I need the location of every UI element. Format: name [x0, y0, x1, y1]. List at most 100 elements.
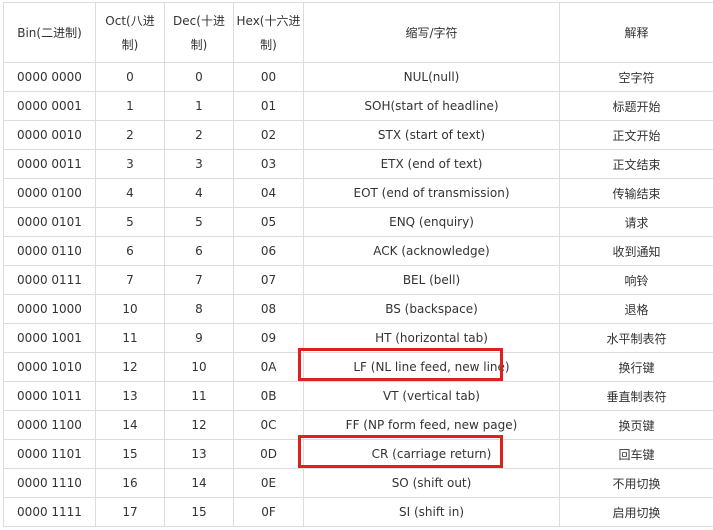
- cell-abbreviation: SI (shift in): [303, 497, 560, 527]
- cell-explanation: 启用切换: [559, 497, 713, 527]
- table-row: 0000 0101 5 5 05 ENQ (enquiry) 请求: [3, 207, 713, 237]
- cell-oct: 7: [95, 265, 165, 295]
- cell-explanation: 垂直制表符: [559, 381, 713, 411]
- cell-oct: 14: [95, 410, 165, 440]
- cell-dec: 2: [164, 120, 234, 150]
- cell-hex: 01: [233, 91, 304, 121]
- cell-hex: 00: [233, 62, 304, 92]
- cell-dec: 1: [164, 91, 234, 121]
- cell-dec: 14: [164, 468, 234, 498]
- cell-hex: 05: [233, 207, 304, 237]
- table-row: 0000 0000 0 0 00 NUL(null) 空字符: [3, 62, 713, 92]
- cell-abbreviation: EOT (end of transmission): [303, 178, 560, 208]
- cell-oct: 0: [95, 62, 165, 92]
- cell-hex: 03: [233, 149, 304, 179]
- cell-bin: 0000 1001: [3, 323, 96, 353]
- cell-bin: 0000 1100: [3, 410, 96, 440]
- header-oct: Oct(八进制): [95, 2, 165, 63]
- cell-dec: 6: [164, 236, 234, 266]
- cell-explanation: 回车键: [559, 439, 713, 469]
- cell-explanation: 换行键: [559, 352, 713, 382]
- cell-oct: 1: [95, 91, 165, 121]
- cell-explanation: 请求: [559, 207, 713, 237]
- cell-hex: 08: [233, 294, 304, 324]
- cell-oct: 6: [95, 236, 165, 266]
- cell-bin: 0000 1000: [3, 294, 96, 324]
- cell-hex: 0A: [233, 352, 304, 382]
- cell-dec: 11: [164, 381, 234, 411]
- cell-abbreviation: SO (shift out): [303, 468, 560, 498]
- cell-hex: 07: [233, 265, 304, 295]
- cell-abbreviation: STX (start of text): [303, 120, 560, 150]
- cell-bin: 0000 0101: [3, 207, 96, 237]
- cell-abbreviation: SOH(start of headline): [303, 91, 560, 121]
- cell-abbreviation: NUL(null): [303, 62, 560, 92]
- cell-oct: 13: [95, 381, 165, 411]
- cell-dec: 3: [164, 149, 234, 179]
- cell-dec: 0: [164, 62, 234, 92]
- cell-abbreviation: CR (carriage return): [303, 439, 560, 469]
- cell-oct: 11: [95, 323, 165, 353]
- cell-oct: 15: [95, 439, 165, 469]
- table-row: 0000 1111 17 15 0F SI (shift in) 启用切换: [3, 497, 713, 527]
- cell-abbreviation: BS (backspace): [303, 294, 560, 324]
- cell-dec: 4: [164, 178, 234, 208]
- header-abbreviation: 缩写/字符: [303, 2, 560, 63]
- cell-oct: 17: [95, 497, 165, 527]
- table-row: 0000 1110 16 14 0E SO (shift out) 不用切换: [3, 468, 713, 498]
- cell-dec: 5: [164, 207, 234, 237]
- header-explanation: 解释: [559, 2, 713, 63]
- cell-bin: 0000 1101: [3, 439, 96, 469]
- cell-explanation: 标题开始: [559, 91, 713, 121]
- cell-bin: 0000 0001: [3, 91, 96, 121]
- cell-oct: 10: [95, 294, 165, 324]
- cell-bin: 0000 0110: [3, 236, 96, 266]
- cell-explanation: 换页键: [559, 410, 713, 440]
- cell-abbreviation: HT (horizontal tab): [303, 323, 560, 353]
- table-row: 0000 1000 10 8 08 BS (backspace) 退格: [3, 294, 713, 324]
- cell-dec: 9: [164, 323, 234, 353]
- cell-explanation: 正文开始: [559, 120, 713, 150]
- cell-bin: 0000 1011: [3, 381, 96, 411]
- cell-dec: 10: [164, 352, 234, 382]
- cell-bin: 0000 0100: [3, 178, 96, 208]
- table-row: 0000 1011 13 11 0B VT (vertical tab) 垂直制…: [3, 381, 713, 411]
- cell-explanation: 响铃: [559, 265, 713, 295]
- table-row: 0000 0100 4 4 04 EOT (end of transmissio…: [3, 178, 713, 208]
- cell-hex: 06: [233, 236, 304, 266]
- cell-oct: 12: [95, 352, 165, 382]
- cell-bin: 0000 0011: [3, 149, 96, 179]
- cell-dec: 13: [164, 439, 234, 469]
- cell-abbreviation: ENQ (enquiry): [303, 207, 560, 237]
- cell-bin: 0000 1110: [3, 468, 96, 498]
- cell-abbreviation: BEL (bell): [303, 265, 560, 295]
- cell-explanation: 水平制表符: [559, 323, 713, 353]
- table-row: 0000 0001 1 1 01 SOH(start of headline) …: [3, 91, 713, 121]
- table-header-row: Bin(二进制) Oct(八进制) Dec(十进制) Hex(十六进制) 缩写/…: [3, 2, 713, 63]
- table-row: 0000 1101 15 13 0D CR (carriage return) …: [3, 439, 713, 469]
- cell-dec: 15: [164, 497, 234, 527]
- header-dec: Dec(十进制): [164, 2, 234, 63]
- cell-abbreviation: VT (vertical tab): [303, 381, 560, 411]
- table-row: 0000 1001 11 9 09 HT (horizontal tab) 水平…: [3, 323, 713, 353]
- ascii-table: Bin(二进制) Oct(八进制) Dec(十进制) Hex(十六进制) 缩写/…: [3, 2, 713, 527]
- cell-hex: 0C: [233, 410, 304, 440]
- cell-bin: 0000 0111: [3, 265, 96, 295]
- cell-hex: 0D: [233, 439, 304, 469]
- cell-explanation: 收到通知: [559, 236, 713, 266]
- cell-hex: 0F: [233, 497, 304, 527]
- cell-oct: 5: [95, 207, 165, 237]
- cell-explanation: 空字符: [559, 62, 713, 92]
- cell-hex: 0B: [233, 381, 304, 411]
- cell-bin: 0000 0010: [3, 120, 96, 150]
- cell-dec: 12: [164, 410, 234, 440]
- cell-bin: 0000 1111: [3, 497, 96, 527]
- table-row: 0000 1010 12 10 0A LF (NL line feed, new…: [3, 352, 713, 382]
- header-hex: Hex(十六进制): [233, 2, 304, 63]
- table-row: 0000 0111 7 7 07 BEL (bell) 响铃: [3, 265, 713, 295]
- cell-hex: 09: [233, 323, 304, 353]
- cell-explanation: 不用切换: [559, 468, 713, 498]
- cell-dec: 7: [164, 265, 234, 295]
- header-bin: Bin(二进制): [3, 2, 96, 63]
